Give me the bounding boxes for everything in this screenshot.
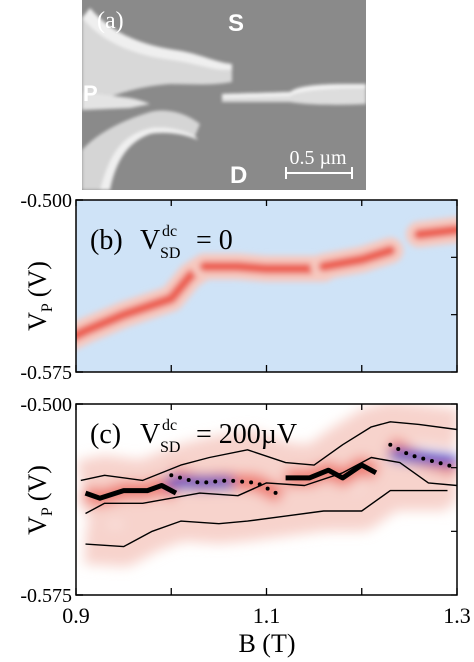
panel-c-y-axis-label: VP (V) — [23, 465, 56, 535]
drain-label: D — [230, 162, 247, 189]
panel-b-ylabel-sub: P — [39, 303, 56, 312]
panel-c-thin-line — [80, 421, 457, 482]
panel-b-formula-v: V — [140, 225, 160, 256]
plunger-label: P — [83, 81, 98, 106]
panel-b-y-axis-label: VP (V) — [23, 261, 56, 331]
panel-b-formula: V dc SD = 0 — [140, 223, 233, 262]
panel-c-dotted-line — [169, 473, 283, 498]
panel-b-ticks: -0.500 -0.575 — [20, 190, 458, 384]
panel-b-ridge — [318, 245, 396, 272]
y-tick-label: -0.575 — [20, 585, 72, 607]
panel-c-ylabel-main: V — [23, 516, 52, 535]
panel-b-ridge — [413, 224, 457, 240]
y-tick-label: -0.500 — [20, 190, 72, 212]
panel-c-formula-sub: SD — [160, 439, 180, 456]
panel-c-thin-line — [85, 489, 448, 548]
panel-c-ylabel-sub: P — [39, 507, 56, 516]
x-tick-label: 0.9 — [62, 603, 90, 628]
y-tick-label: -0.500 — [20, 394, 72, 416]
panel-c-overlay-lines — [80, 421, 457, 548]
panel-c-plot — [75, 403, 458, 596]
scalebar-label: 0.5 µm — [289, 147, 347, 169]
panel-c-thin-line — [85, 456, 457, 515]
panel-b-background — [76, 200, 457, 372]
panel-c-formula-sup: dc — [162, 417, 177, 434]
svg-text:VP(V): VP (V) — [23, 261, 56, 331]
x-tick-label: 1.3 — [443, 603, 471, 628]
panel-b-heatmap — [76, 216, 457, 350]
panel-b-formula-sub: SD — [160, 245, 180, 262]
y-tick-label: -0.575 — [20, 362, 72, 384]
x-tick-label: 1.1 — [253, 603, 281, 628]
panel-b-formula-sup: dc — [162, 223, 177, 240]
x-axis-label: B (T) — [238, 629, 295, 658]
panel-c-formula-value: = 200µV — [196, 419, 297, 450]
panel-b-ylabel-unit: (V) — [23, 261, 52, 297]
panel-c-thick-line — [84, 483, 178, 501]
svg-text:VP(V): VP (V) — [23, 465, 56, 535]
panel-b-label: (b) — [90, 225, 123, 256]
panel-b-ylabel-main: V — [23, 312, 52, 331]
panel-b-formula-value: = 0 — [196, 225, 233, 256]
panel-b-ridge — [76, 261, 210, 341]
sem-image — [82, 0, 366, 190]
panel-c-formula-v: V — [140, 419, 160, 450]
panel-b-plot — [75, 199, 458, 373]
source-label: S — [228, 10, 244, 37]
panel-c-thick-line — [285, 462, 378, 481]
panel-b-ridge — [199, 261, 329, 274]
panel-c-ylabel-unit: (V) — [23, 465, 52, 501]
panel-c-formula: V dc SD = 200µV — [140, 417, 297, 456]
scalebar — [285, 167, 353, 179]
panel-c-label: (c) — [90, 419, 121, 450]
panel-a-label: (a) — [97, 8, 124, 34]
panel-c-dotted-line — [388, 442, 457, 470]
panel-b-ridges — [76, 216, 457, 350]
